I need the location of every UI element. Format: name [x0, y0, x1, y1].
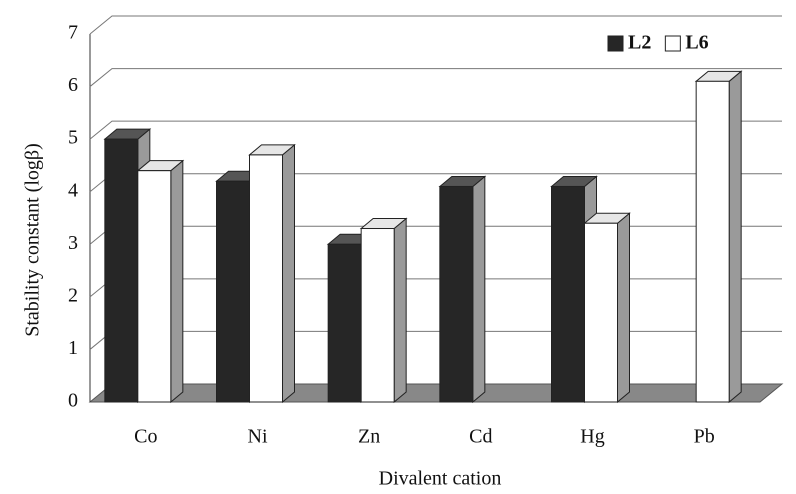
- bar-front: [216, 180, 250, 403]
- bar-face: [393, 217, 407, 404]
- grid-line: [89, 330, 782, 350]
- x-tick-label: Pb: [694, 426, 715, 448]
- bar-face: [617, 212, 630, 404]
- grid-line: [89, 278, 782, 298]
- x-tick-label: Ni: [248, 426, 268, 448]
- bar: [583, 212, 631, 404]
- bar-face: [472, 175, 486, 404]
- grid-line: [89, 120, 782, 140]
- legend-swatch: [664, 35, 681, 52]
- y-tick-label: 2: [68, 284, 78, 306]
- bar: [248, 143, 296, 404]
- x-tick-label: Hg: [580, 426, 604, 448]
- y-tick-label: 6: [68, 74, 78, 96]
- y-tick-label: 4: [68, 179, 78, 201]
- bar-front: [439, 185, 474, 403]
- bar-front: [249, 154, 283, 403]
- legend-label: L2: [628, 32, 651, 54]
- legend-swatch: [607, 35, 624, 52]
- bar-face: [282, 143, 295, 404]
- x-tick-label: Zn: [358, 426, 380, 448]
- y-tick-label: 7: [68, 22, 78, 44]
- bar-front: [584, 222, 618, 403]
- bar-face: [728, 70, 742, 404]
- y-tick-label: 3: [68, 232, 78, 254]
- floor: [88, 383, 784, 403]
- legend-label: L6: [685, 32, 708, 54]
- bar: [136, 159, 185, 404]
- grid-line: [89, 225, 782, 245]
- grid-line: [89, 173, 782, 193]
- y-tick-label: 0: [68, 390, 78, 412]
- y-axis-label: Stability constant (logβ): [22, 143, 44, 337]
- grid-line: [89, 15, 782, 35]
- bar-front: [360, 228, 395, 403]
- bar-front: [695, 80, 730, 403]
- bar: [359, 217, 408, 404]
- grid-line: [89, 68, 782, 87]
- x-axis-label: Divalent cation: [379, 468, 502, 490]
- bar-front: [137, 170, 172, 403]
- bar: [694, 70, 743, 404]
- bar-front: [104, 138, 139, 403]
- bar-front: [327, 243, 362, 403]
- x-tick-label: Co: [134, 426, 157, 448]
- bar-face: [170, 159, 184, 404]
- bar: [438, 175, 487, 404]
- y-tick-label: 5: [68, 127, 78, 149]
- bar-front: [551, 185, 585, 403]
- x-tick-label: Cd: [469, 426, 492, 448]
- y-tick-label: 1: [68, 337, 78, 359]
